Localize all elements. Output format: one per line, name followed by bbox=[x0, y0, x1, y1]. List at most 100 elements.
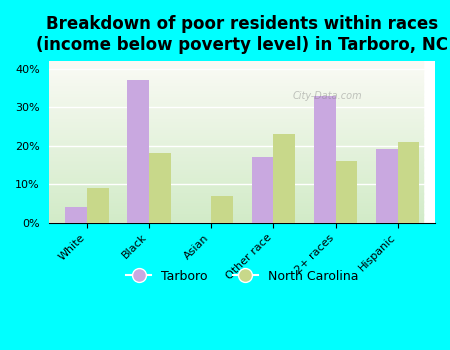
Bar bbox=[50, 146, 423, 148]
Bar bbox=[50, 156, 423, 158]
Bar bbox=[50, 138, 423, 140]
Bar bbox=[50, 193, 423, 195]
Bar bbox=[50, 213, 423, 215]
Bar bbox=[50, 99, 423, 102]
Bar bbox=[50, 122, 423, 124]
Bar bbox=[50, 184, 423, 186]
Bar bbox=[50, 132, 423, 134]
Bar bbox=[50, 166, 423, 168]
Bar bbox=[50, 163, 423, 164]
Bar bbox=[50, 125, 423, 127]
Bar bbox=[50, 197, 423, 198]
Bar bbox=[50, 129, 423, 131]
Bar bbox=[50, 85, 423, 87]
Bar bbox=[50, 111, 423, 113]
Bar bbox=[211, 196, 233, 223]
Bar bbox=[50, 148, 423, 150]
Bar bbox=[50, 151, 423, 153]
Bar bbox=[50, 205, 423, 206]
Bar bbox=[50, 187, 423, 189]
Bar bbox=[50, 78, 423, 80]
Bar bbox=[50, 103, 423, 105]
Bar bbox=[50, 88, 423, 90]
Bar bbox=[50, 119, 423, 121]
Bar bbox=[50, 80, 423, 82]
Bar bbox=[50, 86, 423, 89]
Bar bbox=[50, 159, 423, 161]
Bar bbox=[50, 168, 423, 169]
Bar bbox=[50, 177, 423, 179]
Bar bbox=[50, 150, 423, 152]
Bar bbox=[50, 153, 423, 155]
Bar bbox=[50, 67, 423, 69]
Bar bbox=[50, 112, 423, 114]
Bar bbox=[50, 124, 423, 126]
Title: Breakdown of poor residents within races
(income below poverty level) in Tarboro: Breakdown of poor residents within races… bbox=[36, 15, 448, 54]
Bar bbox=[50, 91, 423, 93]
Bar bbox=[50, 210, 423, 211]
Bar bbox=[50, 169, 423, 171]
Bar bbox=[50, 142, 423, 143]
Bar bbox=[336, 161, 357, 223]
Bar bbox=[50, 161, 423, 163]
Bar bbox=[50, 120, 423, 122]
Bar bbox=[50, 101, 423, 103]
Bar bbox=[50, 190, 423, 192]
Bar bbox=[273, 134, 295, 223]
Bar bbox=[50, 174, 423, 176]
Bar bbox=[50, 206, 423, 208]
Bar bbox=[376, 149, 398, 223]
Bar bbox=[50, 83, 423, 85]
Bar bbox=[50, 145, 423, 147]
Bar bbox=[50, 137, 423, 139]
Bar bbox=[50, 135, 423, 137]
Bar bbox=[50, 95, 423, 97]
Bar bbox=[50, 155, 423, 156]
Bar bbox=[50, 69, 423, 71]
Bar bbox=[50, 215, 423, 216]
Bar bbox=[314, 96, 336, 223]
Bar bbox=[50, 211, 423, 213]
Bar bbox=[50, 96, 423, 98]
Bar bbox=[50, 216, 423, 218]
Bar bbox=[50, 104, 423, 106]
Bar bbox=[50, 75, 423, 77]
Bar bbox=[50, 179, 423, 181]
Bar bbox=[50, 70, 423, 72]
Bar bbox=[50, 171, 423, 173]
Bar bbox=[50, 158, 423, 160]
Bar bbox=[50, 62, 423, 64]
Bar bbox=[50, 202, 423, 203]
Bar bbox=[50, 61, 423, 63]
Legend: Tarboro, North Carolina: Tarboro, North Carolina bbox=[121, 265, 363, 288]
Bar bbox=[50, 180, 423, 182]
Bar bbox=[50, 164, 423, 166]
Bar bbox=[50, 109, 423, 111]
Bar bbox=[50, 133, 423, 135]
Bar bbox=[50, 127, 423, 129]
Bar bbox=[50, 219, 423, 221]
Bar bbox=[50, 143, 423, 145]
Bar bbox=[50, 82, 423, 84]
Bar bbox=[50, 130, 423, 132]
Bar bbox=[50, 208, 423, 210]
Bar bbox=[50, 198, 423, 200]
Bar bbox=[50, 114, 423, 116]
Bar bbox=[65, 207, 87, 223]
Bar bbox=[50, 192, 423, 194]
Bar bbox=[50, 176, 423, 177]
Bar bbox=[50, 74, 423, 76]
Bar bbox=[252, 157, 273, 223]
Bar bbox=[50, 108, 423, 110]
Bar bbox=[50, 195, 423, 197]
Bar bbox=[50, 140, 423, 142]
Bar bbox=[50, 65, 423, 68]
Bar bbox=[50, 90, 423, 92]
Bar bbox=[50, 200, 423, 202]
Bar bbox=[50, 93, 423, 95]
Bar bbox=[50, 77, 423, 79]
Text: City-Data.com: City-Data.com bbox=[292, 91, 362, 102]
Bar bbox=[50, 218, 423, 219]
Bar bbox=[87, 188, 108, 223]
Bar bbox=[398, 142, 419, 223]
